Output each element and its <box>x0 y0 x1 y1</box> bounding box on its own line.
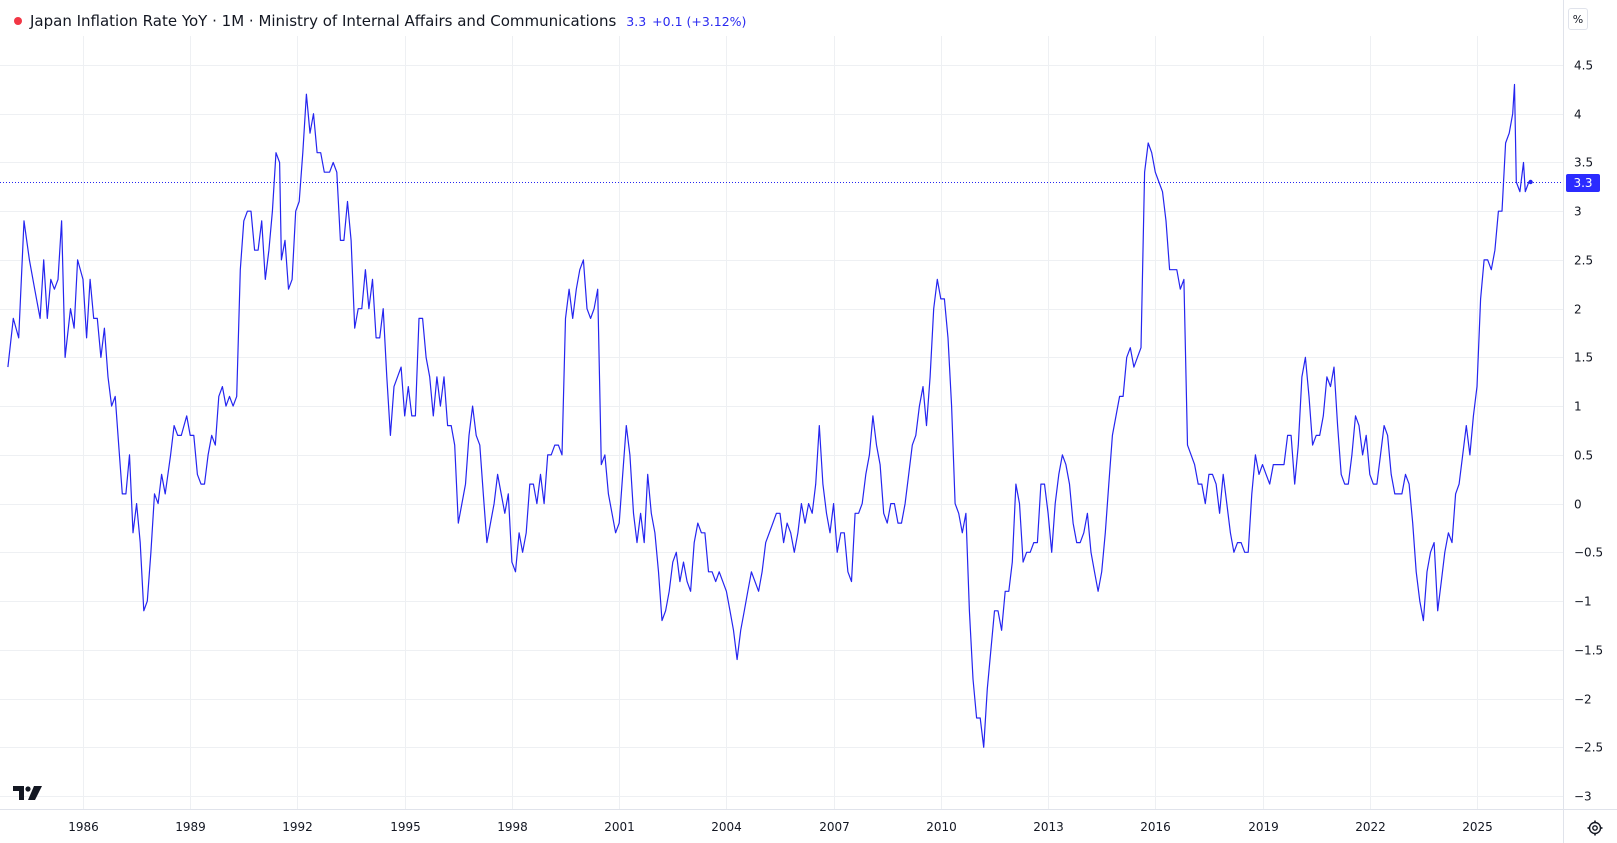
y-tick-label: 2.5 <box>1574 254 1593 268</box>
y-tick-label: −1.5 <box>1574 644 1603 658</box>
series-line <box>7 83 1531 748</box>
gear-icon[interactable] <box>1582 817 1608 839</box>
x-tick-label: 2010 <box>926 820 957 834</box>
x-tick-label: 2019 <box>1248 820 1279 834</box>
x-tick-label: 2013 <box>1033 820 1064 834</box>
y-tick-label: 2 <box>1574 303 1582 317</box>
tradingview-logo-icon[interactable] <box>13 786 43 806</box>
last-point-marker <box>1528 179 1533 185</box>
y-tick-label: 1 <box>1574 400 1582 414</box>
y-tick-label: 1.5 <box>1574 351 1593 365</box>
x-tick-label: 1998 <box>497 820 528 834</box>
chart-legend[interactable]: Japan Inflation Rate YoY · 1M · Ministry… <box>14 10 746 32</box>
x-tick-label: 2004 <box>711 820 742 834</box>
legend-value: 3.3 <box>626 13 647 29</box>
y-tick-label: 3.5 <box>1574 156 1593 170</box>
y-tick-label: 0 <box>1574 498 1582 512</box>
x-tick-label: 1989 <box>175 820 206 834</box>
x-tick-label: 1986 <box>68 820 99 834</box>
y-tick-label: −2.5 <box>1574 741 1603 755</box>
y-tick-label: −0.5 <box>1574 546 1603 560</box>
y-tick-label: −1 <box>1574 595 1592 609</box>
x-tick-label: 1992 <box>282 820 313 834</box>
x-tick-label: 1995 <box>390 820 421 834</box>
x-tick-label: 2022 <box>1355 820 1386 834</box>
x-tick-label: 2001 <box>604 820 635 834</box>
last-value-label: 3.3 <box>1566 174 1600 192</box>
y-tick-label: 4 <box>1574 108 1582 122</box>
grid-lines <box>0 36 1563 809</box>
x-axis[interactable]: 1986 1989 1992 1995 1998 2001 2004 2007 2010 2013… <box>68 820 1493 834</box>
y-tick-label: −3 <box>1574 790 1592 804</box>
series-marker-icon <box>14 17 22 25</box>
legend-change: +0.1 (+3.12%) <box>652 13 747 29</box>
y-tick-label: 0.5 <box>1574 449 1593 463</box>
unit-button[interactable]: % <box>1568 8 1588 30</box>
series-title: Japan Inflation Rate YoY · 1M · Ministry… <box>30 12 617 30</box>
y-tick-label: 4.5 <box>1574 59 1593 73</box>
y-tick-label: −2 <box>1574 693 1592 707</box>
y-axis[interactable]: 4.5 4 3.5 3 2.5 2 1.5 1 0.5 0 −0.5 −1 −1.5 −2 −2.5 −3 <box>1574 59 1603 804</box>
x-tick-label: 2025 <box>1462 820 1493 834</box>
x-tick-label: 2007 <box>819 820 850 834</box>
y-tick-label: 3 <box>1574 205 1582 219</box>
x-tick-label: 2016 <box>1140 820 1171 834</box>
series-layer <box>7 83 1533 748</box>
